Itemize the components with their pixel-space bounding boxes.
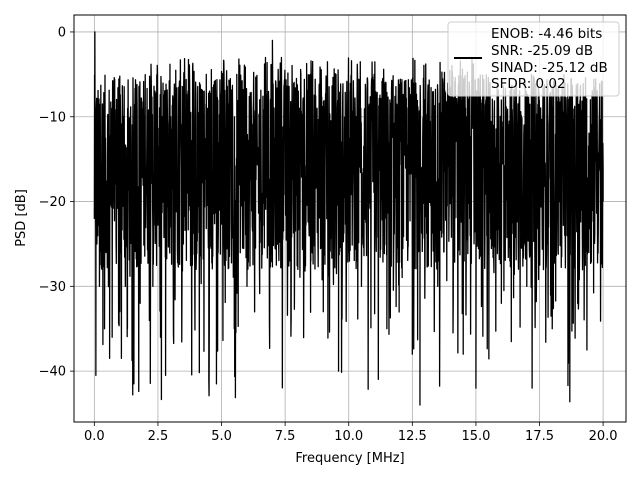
x-tick-label: 17.5 bbox=[525, 429, 554, 444]
legend-snr: SNR: -25.09 dB bbox=[491, 43, 593, 59]
y-tick-label: −30 bbox=[39, 280, 66, 295]
x-tick-label: 12.5 bbox=[398, 429, 427, 444]
y-axis-label: PSD [dB] bbox=[14, 189, 29, 247]
x-axis-label: Frequency [MHz] bbox=[295, 451, 404, 466]
legend-enob: ENOB: -4.46 bits bbox=[491, 26, 602, 42]
y-tick-label: −10 bbox=[39, 110, 66, 125]
x-tick-label: 20.0 bbox=[589, 429, 618, 444]
x-tick-label: 10.0 bbox=[334, 429, 363, 444]
x-tick-label: 0.0 bbox=[84, 429, 105, 444]
axes-frame bbox=[73, 14, 627, 423]
legend-box bbox=[447, 21, 620, 97]
x-tick-label: 7.5 bbox=[275, 429, 296, 444]
legend-sfdr: SFDR: 0.02 bbox=[491, 76, 566, 92]
legend: ENOB: -4.46 bits SNR: -25.09 dB SINAD: -… bbox=[447, 21, 620, 97]
axis-ticks: 0.0 2.5 5.0 7.5 10.0 12.5 15.0 17.5 20.0 0 −10 −20 −… bbox=[39, 25, 618, 444]
x-tick-label: 15.0 bbox=[461, 429, 490, 444]
y-tick-label: −40 bbox=[39, 365, 66, 380]
x-tick-label: 2.5 bbox=[148, 429, 169, 444]
psd-series-line bbox=[93, 31, 604, 406]
y-tick-label: 0 bbox=[58, 25, 66, 40]
y-tick-label: −20 bbox=[39, 195, 66, 210]
x-tick-label: 5.0 bbox=[211, 429, 232, 444]
plot-area bbox=[93, 31, 604, 406]
legend-sinad: SINAD: -25.12 dB bbox=[491, 60, 608, 76]
